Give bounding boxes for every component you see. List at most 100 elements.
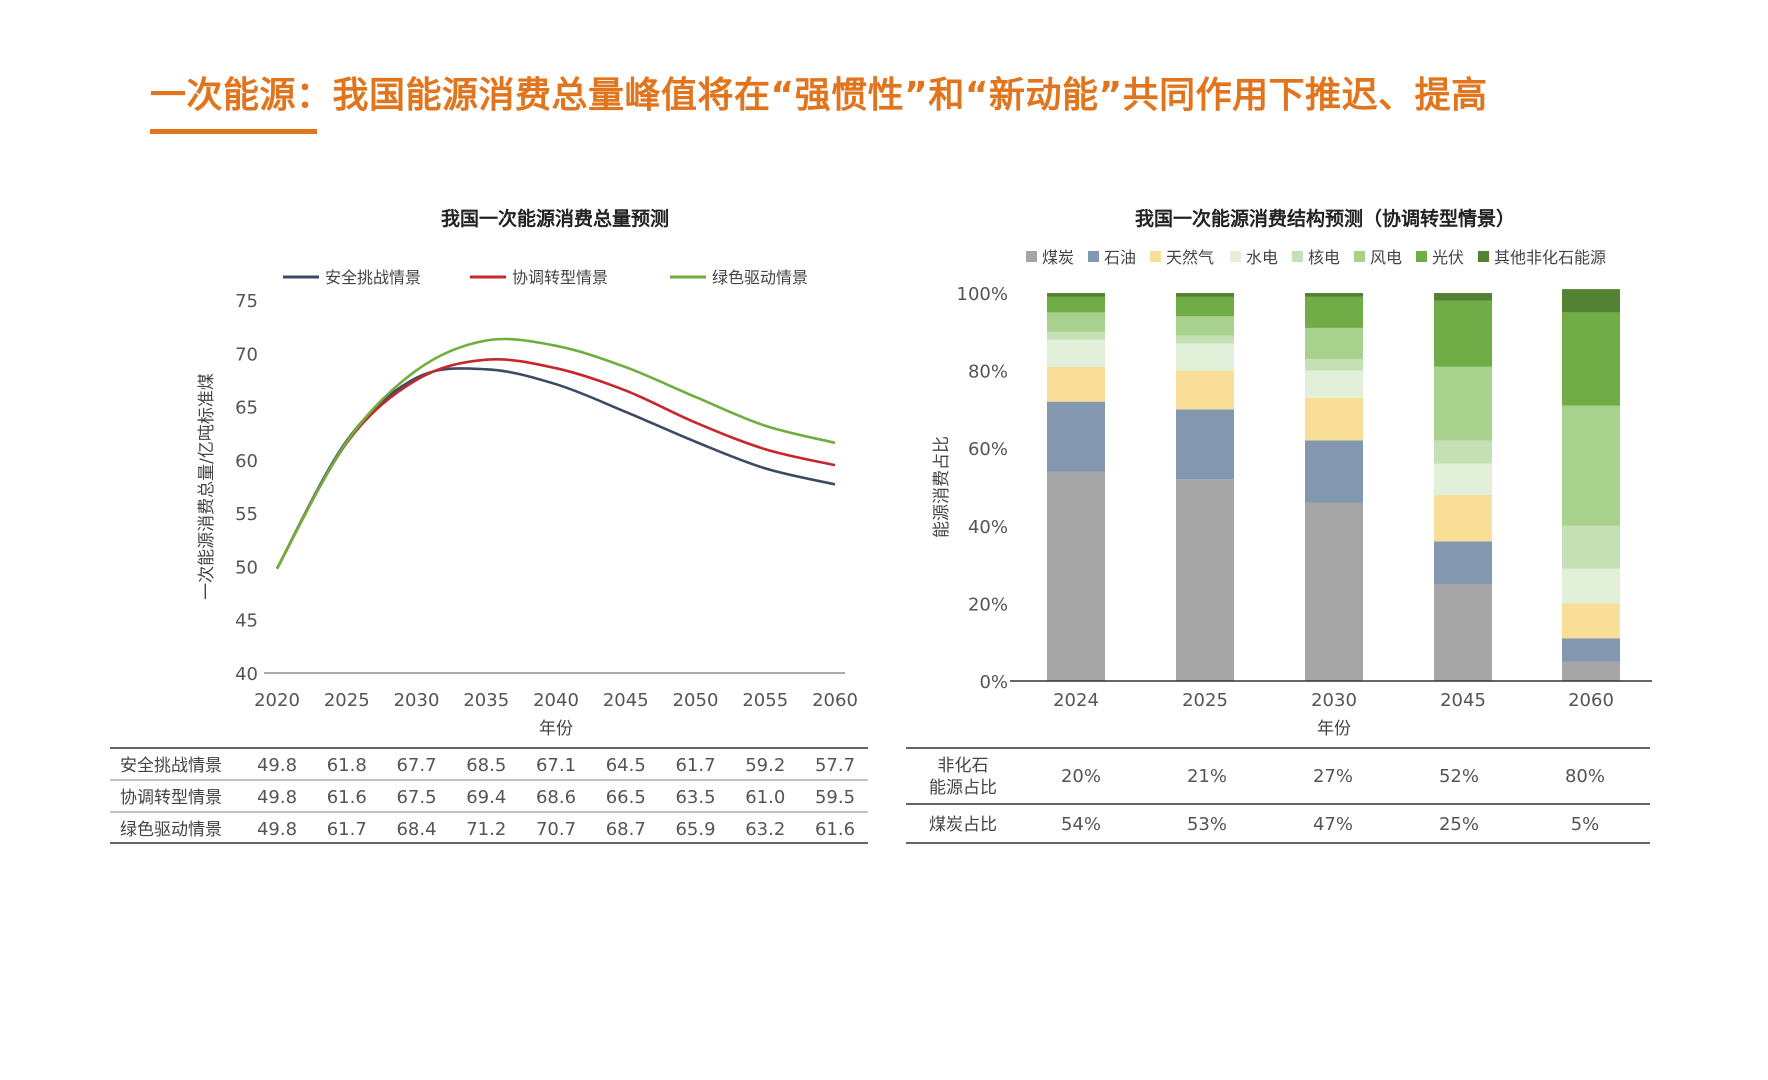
bar-segment-2024-煤炭 [1047,471,1105,681]
legend-swatch-水电 [1230,251,1241,262]
legend-label-光伏: 光伏 [1432,248,1464,267]
x-tick-label: 2060 [812,690,858,711]
bar-segment-2030-天然气 [1305,397,1363,441]
y-tick-label: 60% [968,439,1008,460]
bar-segment-2025-石油 [1176,409,1234,480]
table-cell: 68.4 [396,819,436,840]
x-tick-label: 2020 [254,690,300,711]
legend-swatch-光伏 [1416,251,1427,262]
bar-segment-2025-光伏 [1176,296,1234,317]
bar-segment-2030-光伏 [1305,296,1363,328]
x-tick-label: 2040 [533,690,579,711]
table-row-label: 煤炭占比 [929,815,997,835]
table-cell: 67.7 [396,755,436,776]
x-tick-label: 2055 [742,690,788,711]
table-cell: 49.8 [257,755,297,776]
legend-swatch-核电 [1292,251,1303,262]
bar-segment-2060-核电 [1562,525,1620,569]
x-tick-label: 2030 [394,690,440,711]
title-underline [150,129,317,134]
legend-swatch-风电 [1354,251,1365,262]
table-cell: 65.9 [675,819,715,840]
bar-segment-2024-光伏 [1047,296,1105,313]
table-cell: 53% [1187,814,1227,835]
table-cell: 52% [1439,766,1479,787]
bar-segment-2060-光伏 [1562,312,1620,406]
table-cell: 54% [1061,814,1101,835]
table-cell: 49.8 [257,787,297,808]
legend-label-风电: 风电 [1370,248,1402,267]
legend-label-其他非化石能源: 其他非化石能源 [1494,248,1606,267]
bar-segment-2024-石油 [1047,401,1105,472]
table-row-label: 能源占比 [929,778,997,798]
table-cell: 63.2 [745,819,785,840]
table-cell: 68.7 [606,819,646,840]
table-row-label: 绿色驱动情景 [120,820,222,840]
table-cell: 49.8 [257,819,297,840]
y-tick-label: 80% [968,362,1008,383]
y-tick-label: 55 [235,504,258,525]
legend-swatch-石油 [1088,251,1099,262]
bar-segment-2025-天然气 [1176,370,1234,410]
legend-label-煤炭: 煤炭 [1042,248,1074,267]
series-line-0 [275,367,836,570]
legend-label-石油: 石油 [1104,248,1136,267]
y-tick-label: 45 [235,611,258,632]
table-cell: 57.7 [815,755,855,776]
legend-swatch-煤炭 [1026,251,1037,262]
bar-segment-2060-煤炭 [1562,661,1620,681]
table-cell: 67.5 [396,787,436,808]
legend-label-水电: 水电 [1246,248,1278,267]
bar-segment-2045-光伏 [1434,300,1492,367]
bar-segment-2060-石油 [1562,638,1620,662]
page-title: 一次能源：我国能源消费总量峰值将在“强惯性”和“新动能”共同作用下推迟、提高 [150,75,1488,116]
bar-segment-2045-石油 [1434,541,1492,584]
bar-segment-2030-核电 [1305,358,1363,371]
x-axis-label: 年份 [1317,719,1351,739]
table-cell: 61.6 [815,819,855,840]
x-tick-label: 2045 [1440,690,1486,711]
table-cell: 61.7 [327,819,367,840]
bar-segment-2024-水电 [1047,339,1105,367]
x-tick-label: 2045 [603,690,649,711]
x-tick-label: 2025 [1182,690,1228,711]
table-cell: 68.6 [536,787,576,808]
y-tick-label: 0% [979,672,1008,693]
bar-segment-2045-核电 [1434,440,1492,464]
table-cell: 80% [1565,766,1605,787]
table-cell: 68.5 [466,755,506,776]
bar-segment-2025-水电 [1176,343,1234,371]
x-tick-label: 2025 [324,690,370,711]
legend-label-天然气: 天然气 [1166,248,1214,267]
bar-segment-2025-煤炭 [1176,479,1234,681]
bar-segment-2045-天然气 [1434,494,1492,542]
x-tick-label: 2050 [673,690,719,711]
table-cell: 67.1 [536,755,576,776]
table-cell: 63.5 [675,787,715,808]
x-tick-label: 2024 [1053,690,1099,711]
table-cell: 71.2 [466,819,506,840]
y-tick-label: 40 [235,664,258,685]
y-tick-label: 70 [235,344,258,365]
bar-segment-2024-核电 [1047,331,1105,340]
table-row-label: 安全挑战情景 [120,756,222,776]
bar-segment-2060-天然气 [1562,603,1620,639]
legend-label-核电: 核电 [1308,248,1340,267]
table-cell: 69.4 [466,787,506,808]
y-tick-label: 60 [235,451,258,472]
table-cell: 61.7 [675,755,715,776]
bar-chart-title: 我国一次能源消费结构预测（协调转型情景） [1135,207,1515,230]
x-tick-label: 2060 [1568,690,1614,711]
y-tick-label: 75 [235,291,258,312]
bar-segment-2025-核电 [1176,335,1234,344]
table-cell: 25% [1439,814,1479,835]
bar-segment-2024-其他非化石能源 [1047,293,1105,297]
y-axis-label: 一次能源消费总量/亿吨标准煤 [197,373,217,600]
bar-segment-2060-其他非化石能源 [1562,289,1620,313]
table-row-label: 协调转型情景 [120,788,222,808]
x-axis-label: 年份 [539,719,573,739]
table-row-label: 非化石 [938,756,989,776]
table-cell: 61.6 [327,787,367,808]
table-cell: 20% [1061,766,1101,787]
bar-segment-2024-天然气 [1047,366,1105,402]
